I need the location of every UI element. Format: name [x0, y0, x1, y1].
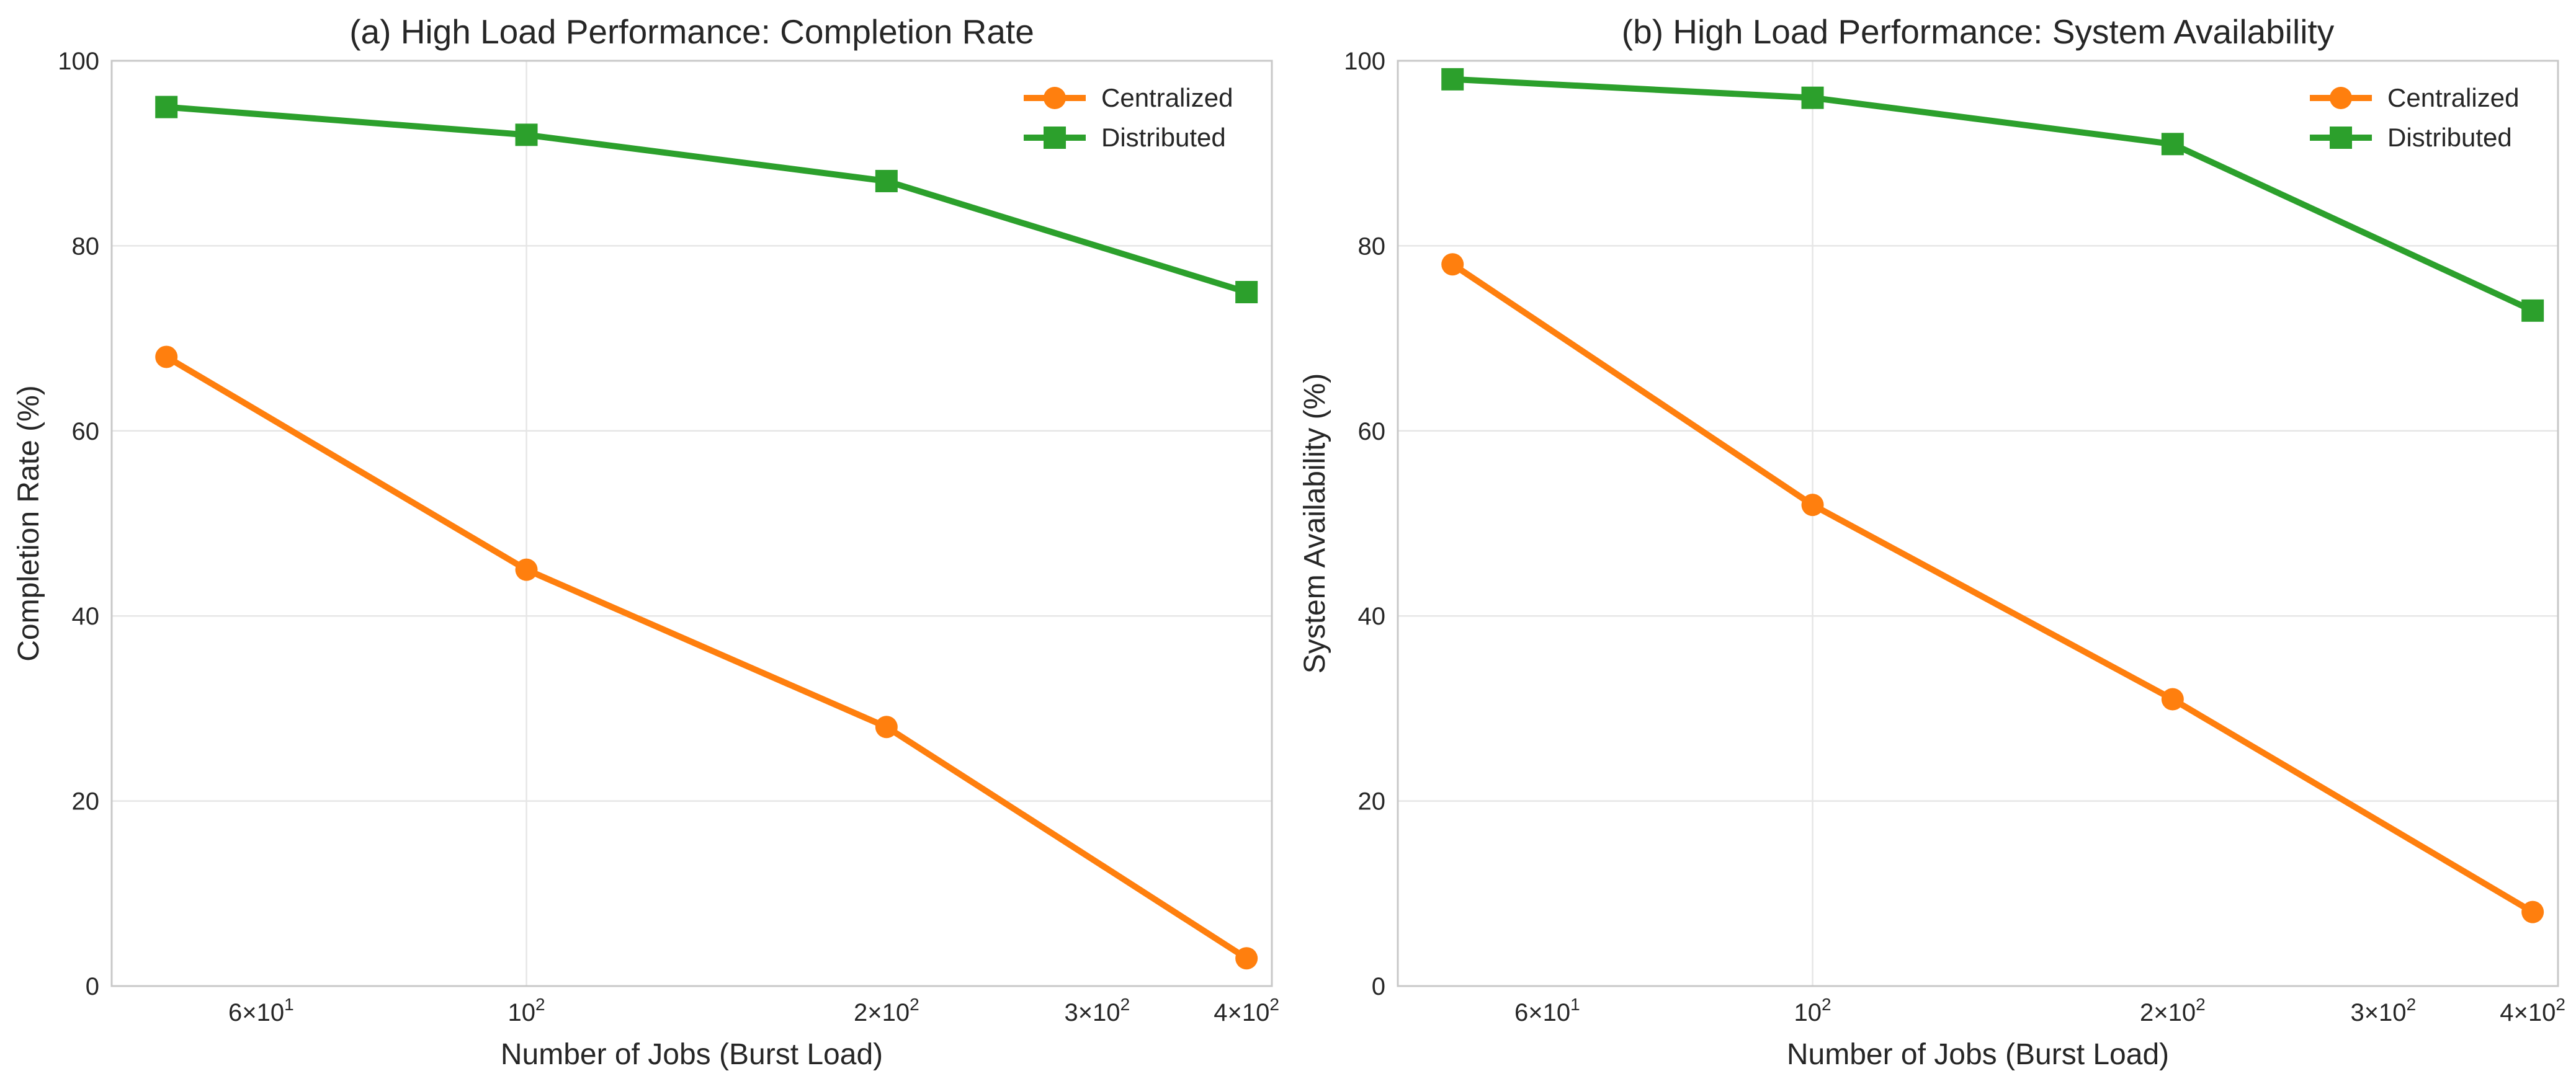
legend-label-distributed: Distributed [1101, 123, 1226, 152]
gridlines [112, 60, 1272, 987]
x-tick-label-200: 2×102 [2140, 995, 2206, 1026]
series-line-centralized [1449, 261, 2536, 915]
plot-frame [1397, 60, 2559, 987]
legend-marker-centralized [2330, 87, 2352, 109]
legend: Centralized Distributed [1024, 83, 1233, 152]
x-tick-label-200: 2×102 [854, 995, 919, 1026]
series-line-distributed [1449, 76, 2536, 314]
data-point-centralized-400 [1235, 947, 1258, 970]
x-axis-label: Number of Jobs (Burst Load) [1787, 1038, 2169, 1071]
data-point-distributed-100 [515, 123, 538, 146]
y-tick-label-100: 100 [58, 48, 99, 75]
series-centralized [1441, 253, 2544, 923]
chart-title: (b) High Load Performance: System Availa… [1622, 12, 2335, 51]
x-tick-label-300: 3×102 [1064, 995, 1130, 1026]
data-point-distributed-50 [155, 96, 178, 118]
series-centralized [155, 345, 1258, 970]
data-point-distributed-50 [1441, 68, 1464, 91]
legend-label-centralized: Centralized [1101, 83, 1233, 112]
y-tick-label-60: 60 [1358, 418, 1386, 445]
plot-frame [110, 60, 1273, 987]
data-point-centralized-100 [1801, 494, 1824, 517]
y-tick-label-80: 80 [72, 233, 100, 260]
legend-marker-distributed [2330, 127, 2352, 149]
x-tick-label-60: 6×101 [1514, 995, 1580, 1026]
y-tick-label-100: 100 [1344, 48, 1385, 75]
legend-marker-centralized [1044, 87, 1066, 109]
data-point-centralized-100 [515, 558, 538, 581]
series-distributed [1441, 68, 2544, 322]
data-point-centralized-200 [2161, 688, 2184, 711]
x-tick-label-100: 102 [1794, 995, 1831, 1026]
y-tick-label-20: 20 [1358, 788, 1386, 816]
y-tick-label-0: 0 [86, 973, 99, 1000]
series-line-distributed [163, 104, 1250, 295]
data-point-distributed-100 [1801, 86, 1824, 109]
y-tick-label-60: 60 [72, 418, 100, 445]
series-line-centralized [163, 353, 1250, 962]
y-tick-label-80: 80 [1358, 233, 1386, 260]
data-point-distributed-200 [2161, 133, 2184, 156]
data-point-distributed-200 [875, 169, 898, 192]
data-point-distributed-400 [2521, 299, 2544, 322]
x-axis-label: Number of Jobs (Burst Load) [501, 1038, 883, 1071]
y-tick-label-40: 40 [1358, 603, 1386, 630]
data-point-centralized-50 [1441, 253, 1464, 276]
legend-label-distributed: Distributed [2387, 123, 2512, 152]
chart-panel-completion-rate: 0 20 40 60 80 100 102 6×101 2×102 3×102 4×102 (a) H… [12, 12, 1279, 1071]
y-tick-label-0: 0 [1372, 973, 1385, 1000]
y-tick-label-20: 20 [72, 788, 100, 816]
legend: Centralized Distributed [2310, 83, 2519, 152]
series-distributed [155, 96, 1258, 303]
y-axis-label: System Availability (%) [1299, 373, 1331, 674]
x-tick-label-60: 6×101 [228, 995, 294, 1026]
data-point-centralized-50 [155, 345, 178, 368]
gridlines [1398, 60, 2558, 987]
data-point-distributed-400 [1235, 281, 1258, 303]
legend-label-centralized: Centralized [2387, 83, 2519, 112]
y-axis-label: Completion Rate (%) [12, 385, 45, 662]
chart-panel-system-availability: 0 20 40 60 80 100 102 6×101 2×102 3×102 4×102 (b) H… [1299, 12, 2565, 1071]
data-point-centralized-200 [875, 716, 898, 739]
x-tick-label-400: 4×102 [1214, 995, 1279, 1026]
x-tick-label-400: 4×102 [2500, 995, 2565, 1026]
x-tick-label-300: 3×102 [2350, 995, 2416, 1026]
y-tick-label-40: 40 [72, 603, 100, 630]
legend-marker-distributed [1044, 127, 1066, 149]
chart-title: (a) High Load Performance: Completion Ra… [349, 12, 1034, 51]
x-tick-label-100: 102 [508, 995, 545, 1026]
data-point-centralized-400 [2521, 900, 2544, 923]
